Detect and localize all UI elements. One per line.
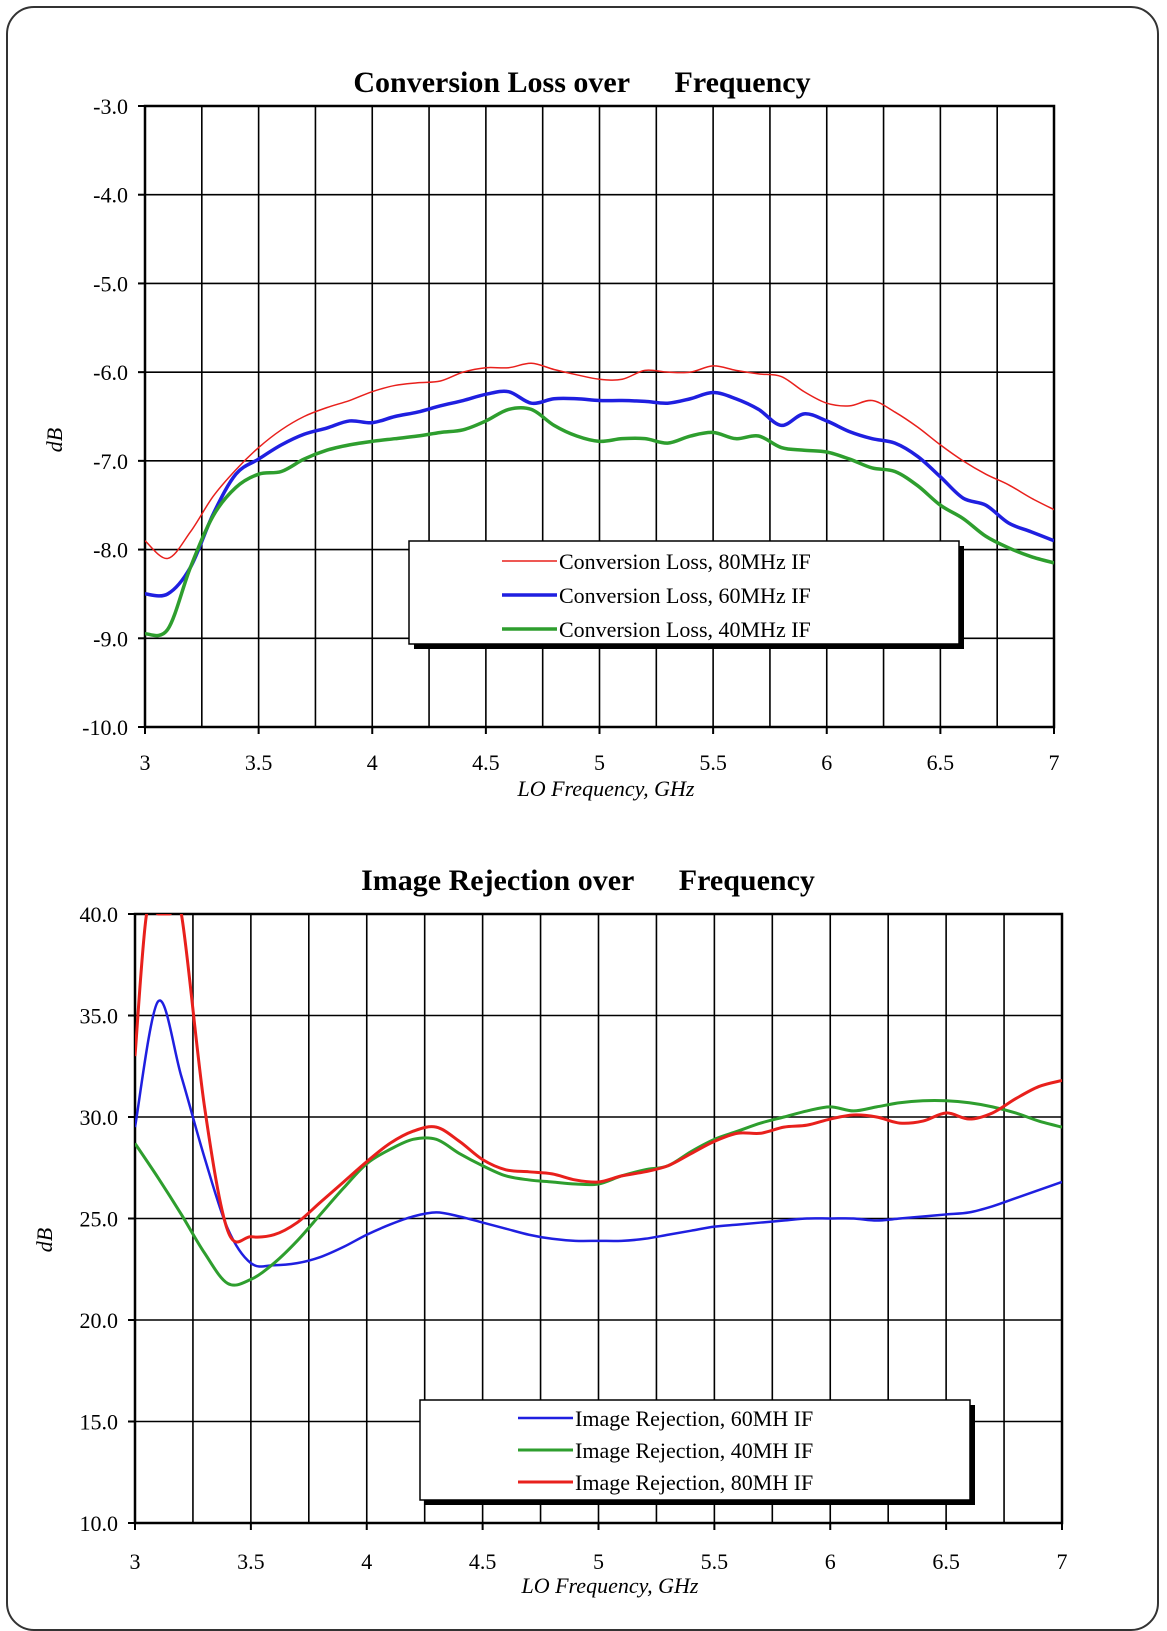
chart2-series-line-2 [135, 1099, 1062, 1287]
chart1-legend-box [408, 540, 960, 645]
chart1-ytick-label: -7.0 [93, 449, 128, 474]
chart2-xtick-label: 3.5 [237, 1549, 265, 1574]
chart2-ytick-label: 30.0 [80, 1105, 119, 1130]
chart2-xtick-label: 6.5 [932, 1549, 960, 1574]
chart2-legend-label-2: Image Rejection, 40MH IF [575, 1438, 813, 1463]
chart1-series-line-1 [145, 362, 1054, 560]
chart2-ytick-label: 20.0 [80, 1308, 119, 1333]
chart2-series-line-1 [135, 999, 1062, 1268]
chart2-xtick-label: 6 [825, 1549, 836, 1574]
chart1-xtick-label: 6.5 [927, 750, 955, 775]
chart2-plot: 3 3.5 4 4.5 5 5.5 6 6.5 7 40.0 35.0 30.0 25.0 20.0 15.… [80, 902, 1068, 1574]
chart2-legend: Image Rejection, 60MH IF Image Rejection,… [419, 1399, 975, 1505]
chart2-xtick-label: 5 [593, 1549, 604, 1574]
chart2-xlabel: LO Frequency, GHz [521, 1573, 699, 1598]
chart2-ytick-label: 10.0 [80, 1511, 119, 1536]
chart2-title: Image Rejection over Frequency [361, 864, 815, 897]
chart2-xtick-label: 7 [1057, 1549, 1068, 1574]
chart2-legend-label-3: Image Rejection, 80MH IF [575, 1470, 813, 1495]
chart1-ytick-label: -10.0 [82, 715, 128, 740]
chart2-legend-label-1: Image Rejection, 60MH IF [575, 1406, 813, 1431]
chart1-legend-label-2: Conversion Loss, 60MHz IF [559, 583, 811, 608]
chart1-xtick-label: 5 [594, 750, 605, 775]
chart1-ylabel: dB [42, 428, 67, 452]
chart1-legend-label-1: Conversion Loss, 80MHz IF [559, 549, 811, 574]
chart2-series-group [135, 914, 1062, 1287]
chart1-legend-label-3: Conversion Loss, 40MHz IF [559, 617, 811, 642]
chart2-xtick-label: 4 [361, 1549, 372, 1574]
chart1-xtick-label: 7 [1049, 750, 1060, 775]
chart2-ytick-label: 15.0 [80, 1410, 119, 1435]
chart1-ytick-label: -4.0 [93, 183, 128, 208]
chart1-xtick-label: 4 [367, 750, 378, 775]
chart2-series-line-3 [135, 914, 1062, 1244]
chart1-ytick-label: -9.0 [93, 626, 128, 651]
chart2-xtick-label: 5.5 [701, 1549, 729, 1574]
chart2-ytick-label: 35.0 [80, 1004, 119, 1029]
chart2-ylabel: dB [32, 1228, 57, 1252]
chart1-series-line-2 [145, 389, 1054, 598]
chart1-ytick-label: -8.0 [93, 538, 128, 563]
chart2-xtick-label: 4.5 [469, 1549, 497, 1574]
chart1-xtick-label: 4.5 [472, 750, 500, 775]
chart1-xtick-label: 3 [140, 750, 151, 775]
chart2-xtick-label: 3 [130, 1549, 141, 1574]
chart1-xtick-label: 3.5 [245, 750, 273, 775]
chart1-xtick-label: 6 [821, 750, 832, 775]
chart2-ytick-label: 25.0 [80, 1207, 119, 1232]
chart1-series-line-3 [145, 405, 1054, 638]
chart2-legend-box [419, 1399, 971, 1501]
chart1-xlabel: LO Frequency, GHz [517, 776, 695, 801]
chart1-xtick-label: 5.5 [699, 750, 727, 775]
chart1-title: Conversion Loss over Frequency [353, 66, 810, 99]
chart1-series-group [145, 362, 1054, 638]
chart1-legend: Conversion Loss, 80MHz IF Conversion Loss… [408, 540, 964, 649]
chart1-ytick-label: -5.0 [93, 271, 128, 296]
chart1-plot: 3 3.5 4 4.5 5 5.5 6 6.5 7 -3.0 -4.0 -5.0 -6.0 -7.0 -8.… [82, 94, 1059, 775]
chart1-ytick-label: -3.0 [93, 94, 128, 119]
chart1-ytick-label: -6.0 [93, 360, 128, 385]
chart2-ytick-label: 40.0 [80, 902, 119, 927]
